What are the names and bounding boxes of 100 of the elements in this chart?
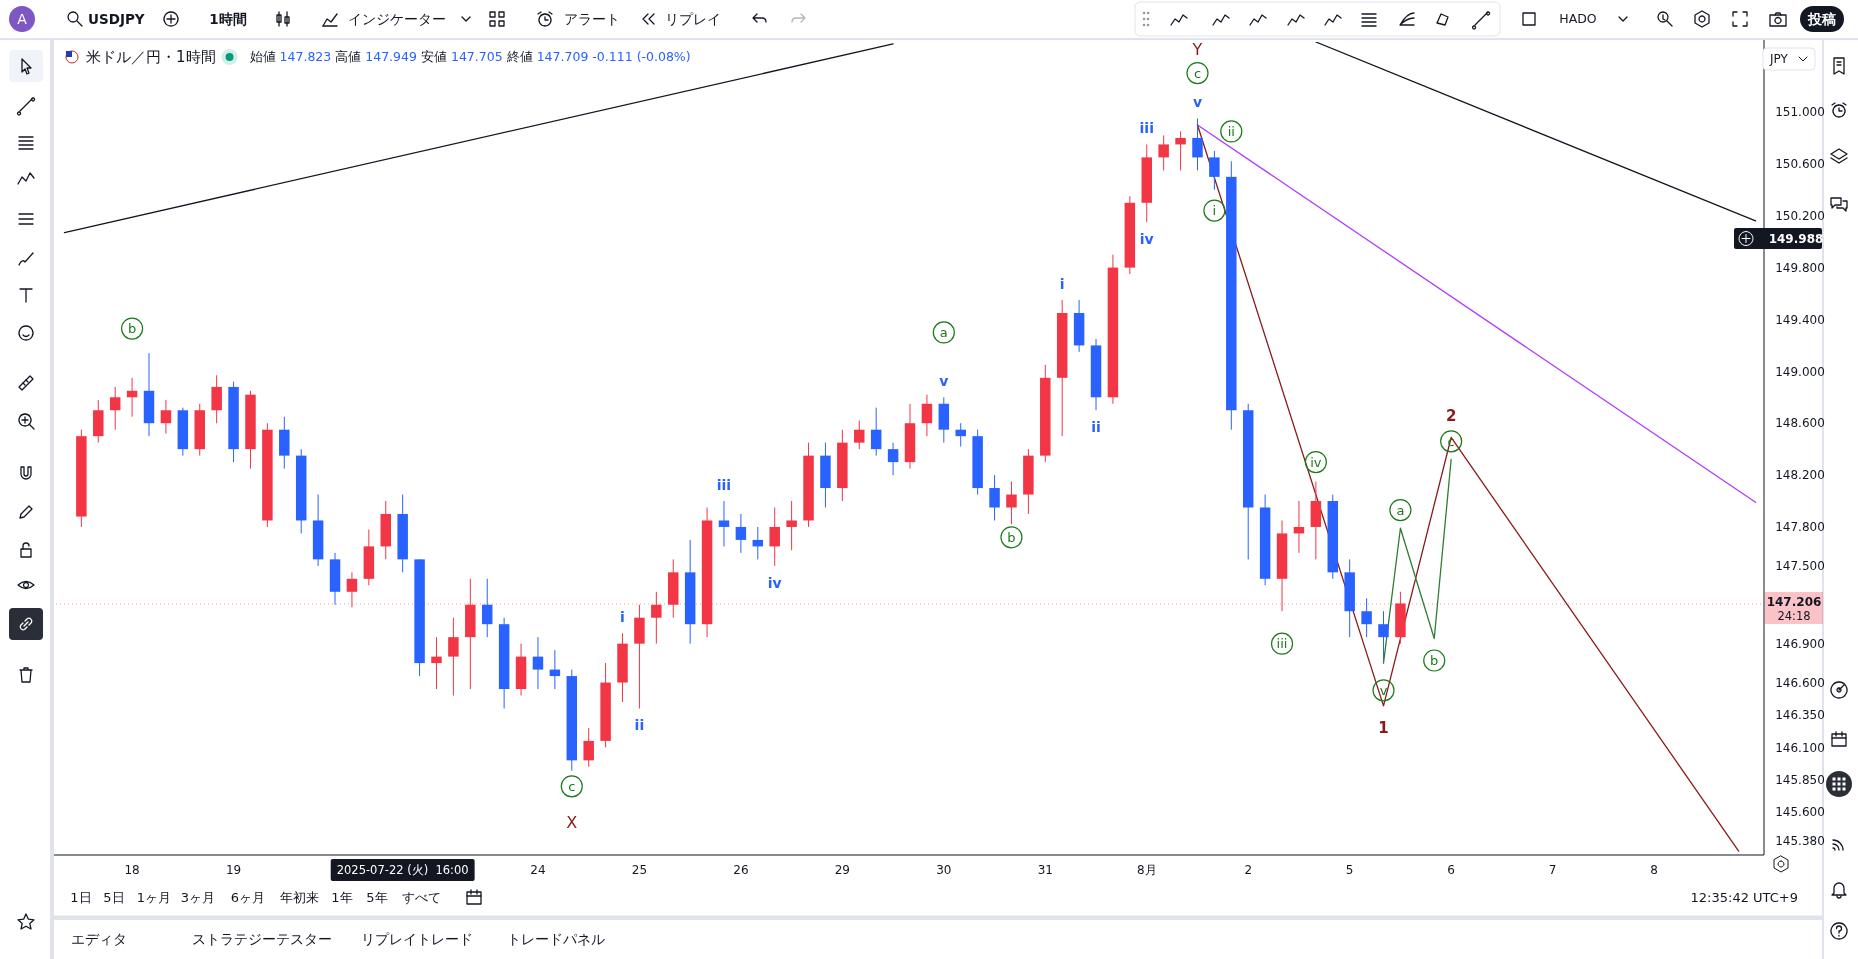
line-series (1196, 124, 1740, 852)
annotation: iv (1139, 231, 1154, 248)
data-label: ii (1227, 124, 1235, 140)
text: インジケーター (348, 10, 446, 27)
candlestick (1158, 134, 1169, 171)
annotation: iii (716, 476, 732, 493)
candlestick (431, 636, 442, 690)
data-label: c (568, 778, 576, 794)
candlestick (346, 571, 358, 608)
annotation: X (566, 812, 578, 832)
text: 24:18 (1777, 608, 1811, 623)
x-tick-label: 8 (1650, 863, 1658, 878)
x-tick-label: 19 (225, 863, 242, 878)
candlestick (718, 500, 730, 547)
y-tick-label: 148.600 (1775, 416, 1825, 431)
annotation: 147.705 (450, 49, 503, 65)
annotation: 147.823 (279, 49, 332, 65)
y-tick-label: 149.000 (1775, 364, 1825, 379)
candlestick (1006, 481, 1017, 525)
x-tick-label: 29 (834, 863, 850, 878)
text: 12:35:42 UTC+9 (1690, 889, 1798, 905)
annotation: i (1059, 275, 1065, 292)
text: 年初来 (279, 889, 319, 905)
y-tick-label: 145.600 (1775, 805, 1825, 820)
y-tick-label: 145.850 (1775, 772, 1825, 787)
x-tick-label: 2025-07-22 (火) 16:00 (336, 863, 469, 878)
text: エディタ (71, 930, 127, 947)
text: リプレイトレード (361, 930, 473, 947)
candlestick (651, 591, 662, 645)
annotation: iv (767, 574, 782, 591)
y-tick-label: 146.600 (1775, 675, 1825, 690)
candlestick (786, 500, 797, 551)
data-label: v (1379, 682, 1388, 698)
annotation: Y (1191, 39, 1203, 59)
annotation: i (620, 609, 625, 626)
y-tick-label: 146.350 (1775, 708, 1825, 723)
y-tick-label: 146.100 (1775, 740, 1825, 755)
y-tick-label: 149.400 (1775, 312, 1825, 327)
text: ストラテジーテスター (192, 930, 332, 947)
ref-line-label: 147.206 (1766, 595, 1822, 610)
data-label: c (1193, 65, 1202, 81)
candlestick (870, 407, 882, 457)
annotation: 終値 (505, 49, 533, 65)
x-tick-label: 8月 (1136, 863, 1157, 878)
y-tick-label: 148.200 (1775, 468, 1825, 483)
candlestick (211, 374, 222, 424)
point (1220, 120, 1243, 143)
annotation: v (1192, 94, 1203, 111)
annotation: ii (634, 717, 645, 734)
annotation: ii (1091, 419, 1101, 436)
text: 1日 (70, 889, 92, 905)
x-tick-label: 6 (1447, 863, 1455, 878)
candlestick (481, 578, 493, 638)
text: HADO (1559, 11, 1597, 27)
text: 1ヶ月 (136, 889, 172, 905)
annotation: 147.949 (365, 49, 417, 65)
text: 3ヶ月 (180, 889, 216, 905)
candlestick (955, 422, 966, 448)
x-tick-label: 31 (1037, 863, 1053, 878)
x-tick-label: 5 (1345, 863, 1354, 878)
x-tick-label: 25 (631, 863, 648, 878)
y-tick-label: 145.380 (1775, 833, 1825, 848)
y-tick-label: 150.200 (1775, 208, 1825, 223)
text: リプレイ (665, 10, 721, 27)
text: A (17, 10, 28, 27)
data-label: iv (1310, 454, 1322, 470)
annotation: 安値 (420, 49, 447, 65)
candlestick (109, 386, 121, 431)
point (560, 775, 583, 798)
y-tick-label: 149.800 (1775, 260, 1825, 275)
candlestick (1361, 597, 1372, 638)
text: すべて (401, 889, 441, 905)
line-series (1382, 458, 1452, 664)
text: 1年 (331, 889, 353, 905)
annotation: 2 (1445, 406, 1457, 425)
point (1186, 62, 1209, 85)
candlestick (854, 420, 865, 450)
candlestick (160, 399, 172, 435)
text: USDJPY (88, 10, 145, 27)
x-tick-label: 30 (936, 863, 952, 878)
data-label: b (1007, 529, 1016, 545)
point (1389, 498, 1412, 522)
y-tick-label: 151.000 (1775, 105, 1825, 120)
x-tick-label: 18 (124, 863, 140, 878)
annotation: -0.111 (-0.08%) (592, 49, 691, 65)
candlestick (1192, 118, 1203, 171)
text: 6ヶ月 (230, 889, 266, 905)
x-tick-label: 26 (733, 863, 749, 878)
y-tick-label: 147.800 (1775, 520, 1825, 535)
point (1203, 199, 1226, 222)
candlestick (735, 513, 747, 554)
point (932, 321, 955, 344)
y-tick-label: 150.600 (1775, 157, 1825, 172)
annotation: 高値 (335, 49, 362, 65)
candlestick (448, 617, 459, 697)
candlestick (1175, 130, 1186, 171)
candlestick (1378, 610, 1389, 664)
text: 5年 (366, 889, 388, 905)
candlestick (1209, 150, 1220, 191)
text: 1時間 (209, 10, 247, 27)
